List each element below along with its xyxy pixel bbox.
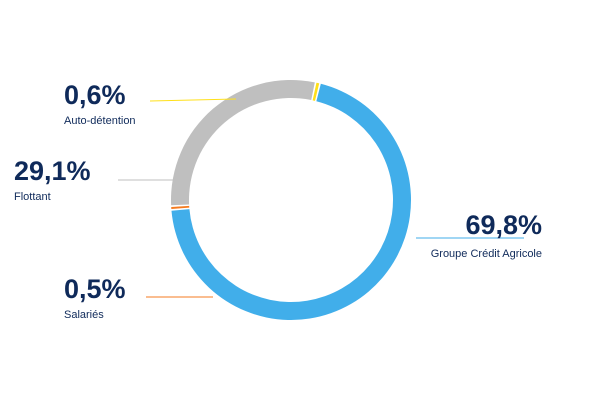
category-label-flottant: Flottant — [14, 191, 51, 203]
category-label-groupe-credit-agricole: Groupe Crédit Agricole — [431, 248, 542, 260]
percent-label-flottant: 29,1% — [14, 156, 91, 186]
percent-label-auto-detention: 0,6% — [64, 80, 126, 110]
donut-slices — [171, 80, 412, 320]
percent-label-groupe-credit-agricole: 69,8% — [465, 210, 542, 240]
leader-line-auto-detention — [149, 98, 237, 102]
category-label-auto-detention: Auto-détention — [64, 115, 136, 127]
category-label-salaries: Salariés — [64, 309, 104, 321]
leader-lines — [118, 98, 524, 298]
slice-flottant — [171, 80, 315, 206]
slice-salaries — [171, 205, 190, 210]
percent-label-salaries: 0,5% — [64, 274, 126, 304]
slice-auto-detention — [312, 82, 320, 101]
slice-labels: 69,8% Groupe Crédit Agricole 0,5% Salariés 2… — [14, 80, 542, 321]
